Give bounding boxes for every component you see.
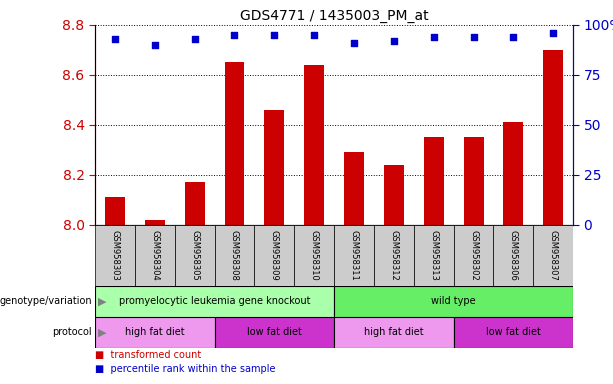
Point bbox=[230, 32, 240, 38]
Bar bbox=[95, 286, 334, 317]
Point bbox=[150, 42, 160, 48]
Bar bbox=[493, 225, 533, 286]
Text: GSM958310: GSM958310 bbox=[310, 230, 319, 281]
Bar bbox=[334, 317, 454, 348]
Point bbox=[190, 36, 200, 42]
Point bbox=[509, 34, 519, 40]
Bar bbox=[254, 225, 294, 286]
Bar bbox=[414, 225, 454, 286]
Text: high fat diet: high fat diet bbox=[125, 327, 185, 337]
Text: GSM958304: GSM958304 bbox=[150, 230, 159, 281]
Bar bbox=[463, 137, 484, 225]
Text: genotype/variation: genotype/variation bbox=[0, 296, 92, 306]
Text: low fat diet: low fat diet bbox=[247, 327, 302, 337]
Text: GSM958306: GSM958306 bbox=[509, 230, 518, 281]
Bar bbox=[334, 286, 573, 317]
Text: GSM958305: GSM958305 bbox=[190, 230, 199, 281]
Text: protocol: protocol bbox=[52, 327, 92, 337]
Point bbox=[389, 38, 399, 44]
Bar bbox=[95, 225, 135, 286]
Text: low fat diet: low fat diet bbox=[486, 327, 541, 337]
Text: GSM958307: GSM958307 bbox=[549, 230, 558, 281]
Bar bbox=[533, 225, 573, 286]
Point bbox=[349, 40, 359, 46]
Point bbox=[110, 36, 120, 42]
Point bbox=[270, 32, 280, 38]
Bar bbox=[384, 165, 404, 225]
Text: GSM958311: GSM958311 bbox=[349, 230, 359, 281]
Bar bbox=[264, 110, 284, 225]
Bar bbox=[175, 225, 215, 286]
Text: GSM958308: GSM958308 bbox=[230, 230, 239, 281]
Text: ▶: ▶ bbox=[98, 327, 107, 337]
Text: GSM958309: GSM958309 bbox=[270, 230, 279, 281]
Point bbox=[469, 34, 479, 40]
Bar bbox=[224, 63, 245, 225]
Bar bbox=[215, 317, 334, 348]
Bar bbox=[145, 220, 165, 225]
Point bbox=[310, 32, 319, 38]
Bar bbox=[344, 152, 364, 225]
Text: ■  transformed count: ■ transformed count bbox=[95, 350, 201, 360]
Text: promyelocytic leukemia gene knockout: promyelocytic leukemia gene knockout bbox=[119, 296, 310, 306]
Bar bbox=[95, 317, 215, 348]
Bar bbox=[543, 50, 563, 225]
Text: wild type: wild type bbox=[432, 296, 476, 306]
Text: ■  percentile rank within the sample: ■ percentile rank within the sample bbox=[95, 364, 275, 374]
Bar bbox=[135, 225, 175, 286]
Bar bbox=[215, 225, 254, 286]
Bar bbox=[503, 122, 524, 225]
Text: GSM958303: GSM958303 bbox=[110, 230, 120, 281]
Bar bbox=[454, 317, 573, 348]
Bar bbox=[334, 225, 374, 286]
Text: GSM958312: GSM958312 bbox=[389, 230, 398, 281]
Point bbox=[429, 34, 439, 40]
Bar bbox=[304, 65, 324, 225]
Bar bbox=[454, 225, 493, 286]
Bar bbox=[424, 137, 444, 225]
Text: GSM958302: GSM958302 bbox=[469, 230, 478, 281]
Bar bbox=[294, 225, 334, 286]
Bar bbox=[105, 197, 125, 225]
Text: ▶: ▶ bbox=[98, 296, 107, 306]
Text: high fat diet: high fat diet bbox=[364, 327, 424, 337]
Bar bbox=[374, 225, 414, 286]
Text: GSM958313: GSM958313 bbox=[429, 230, 438, 281]
Title: GDS4771 / 1435003_PM_at: GDS4771 / 1435003_PM_at bbox=[240, 8, 428, 23]
Bar bbox=[185, 182, 205, 225]
Point bbox=[549, 30, 558, 36]
